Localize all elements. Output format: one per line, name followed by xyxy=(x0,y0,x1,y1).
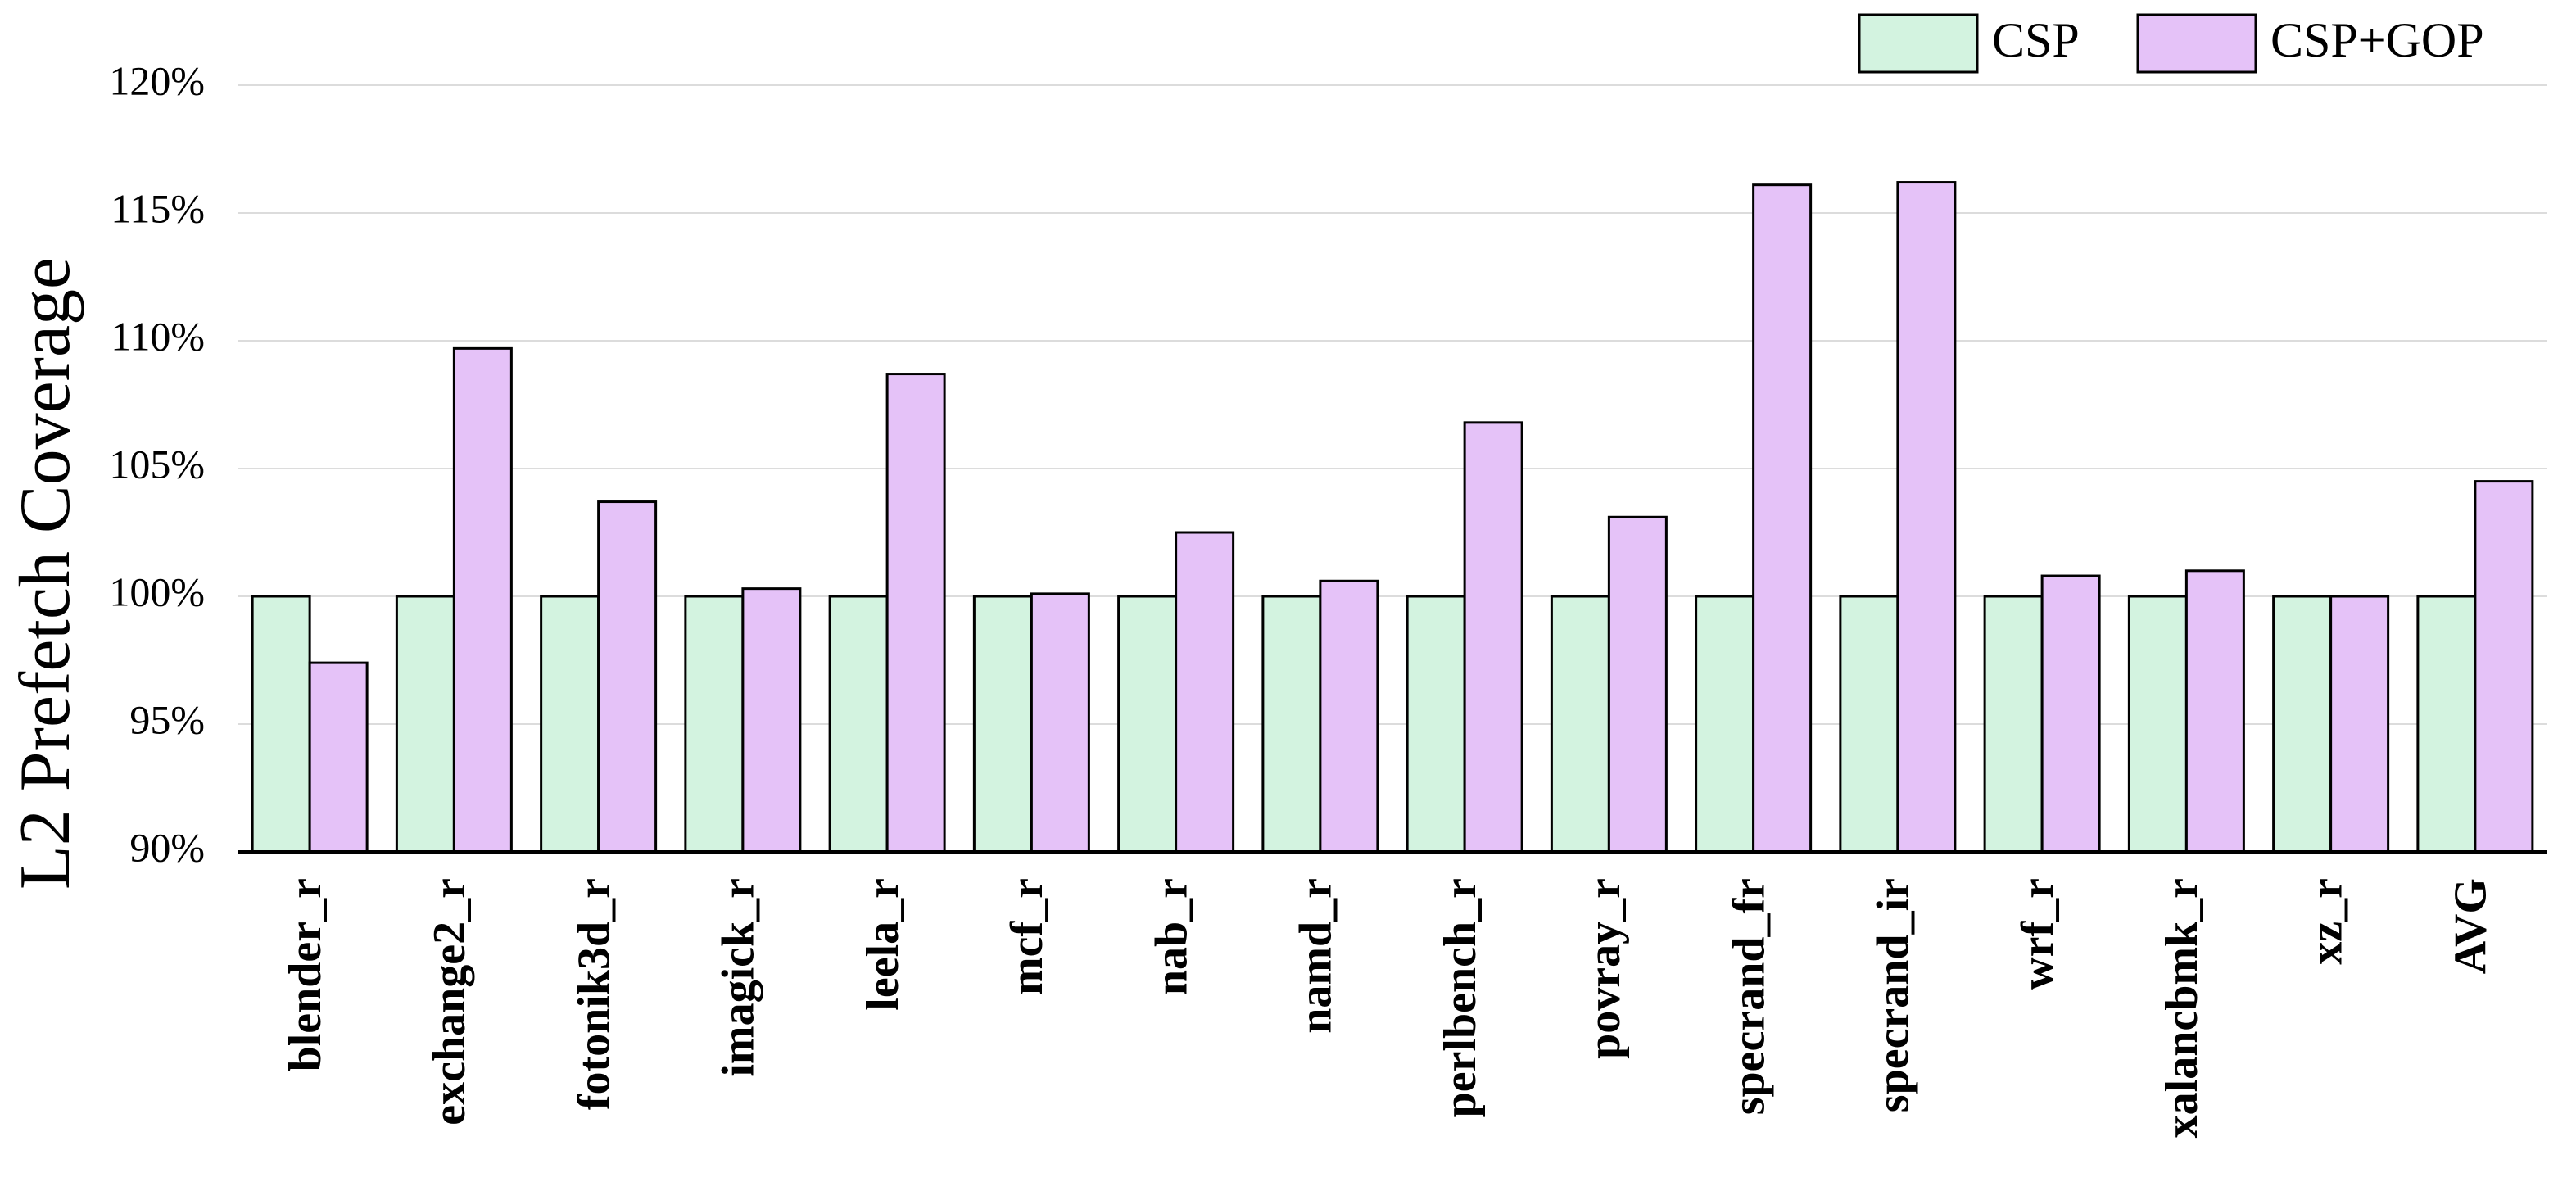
bar xyxy=(597,500,658,854)
x-tick-label: leela_r xyxy=(858,878,908,1011)
bar xyxy=(828,595,889,854)
x-tick-label: AVG xyxy=(2446,878,2497,974)
x-tick-label: wrf_r xyxy=(2012,878,2063,990)
bar xyxy=(1839,595,1899,854)
x-tick-label: blender_r xyxy=(280,878,331,1071)
bar xyxy=(1117,595,1178,854)
y-tick-label: 100% xyxy=(109,568,205,614)
bar xyxy=(2184,569,2245,854)
x-tick-label: perlbench_r xyxy=(1435,878,1486,1117)
bar xyxy=(1896,181,1957,854)
bar xyxy=(2040,574,2101,854)
bar xyxy=(395,595,455,854)
x-tick-label: exchange2_r xyxy=(424,878,475,1125)
x-tick-label: povray_r xyxy=(1579,878,1630,1059)
bar xyxy=(1175,531,1235,854)
bar xyxy=(885,373,946,854)
x-tick-label: namd_r xyxy=(1291,878,1342,1034)
bar xyxy=(1406,595,1466,854)
bar xyxy=(1752,183,1813,854)
x-tick-label: fotonik3d_r xyxy=(568,878,619,1110)
bar xyxy=(1463,421,1523,854)
x-tick-label: nab_r xyxy=(1146,878,1197,995)
bar xyxy=(251,595,311,854)
x-tick-label: xz_r xyxy=(2301,878,2352,965)
bar xyxy=(1261,595,1322,854)
y-axis-title: L2 Prefetch Coverage xyxy=(6,257,85,890)
bar xyxy=(972,595,1033,854)
bar xyxy=(2272,595,2333,854)
x-tick-label: specrand_fr xyxy=(1723,878,1774,1115)
y-tick-label: 120% xyxy=(109,57,205,103)
bar xyxy=(2416,595,2477,854)
legend-swatch xyxy=(2136,13,2257,74)
bar xyxy=(1607,515,1668,854)
x-tick-label: mcf_r xyxy=(1002,878,1053,995)
bar xyxy=(1030,592,1090,854)
y-tick-label: 90% xyxy=(129,824,205,870)
legend-label: CSP xyxy=(1992,13,2080,67)
y-tick-label: 105% xyxy=(109,441,205,487)
bar xyxy=(1550,595,1610,854)
x-tick-label: specrand_ir xyxy=(1868,878,1919,1112)
x-tick-label: xalancbmk_r xyxy=(2157,878,2207,1138)
bar xyxy=(540,595,600,854)
bar xyxy=(741,587,802,854)
bar xyxy=(2474,480,2534,854)
y-tick-label: 110% xyxy=(111,313,205,359)
bar xyxy=(452,346,513,854)
bar xyxy=(2127,595,2188,854)
legend-label: CSP+GOP xyxy=(2270,13,2484,67)
bar xyxy=(2329,595,2390,854)
x-tick-label: imagick_r xyxy=(713,878,764,1077)
y-tick-label: 115% xyxy=(111,185,205,231)
bar xyxy=(1319,579,1379,854)
legend-swatch xyxy=(1858,13,1979,74)
y-tick-label: 95% xyxy=(129,696,205,742)
bar xyxy=(1695,595,1755,854)
bar xyxy=(1983,595,2044,854)
bar xyxy=(308,661,369,854)
bar xyxy=(684,595,745,854)
